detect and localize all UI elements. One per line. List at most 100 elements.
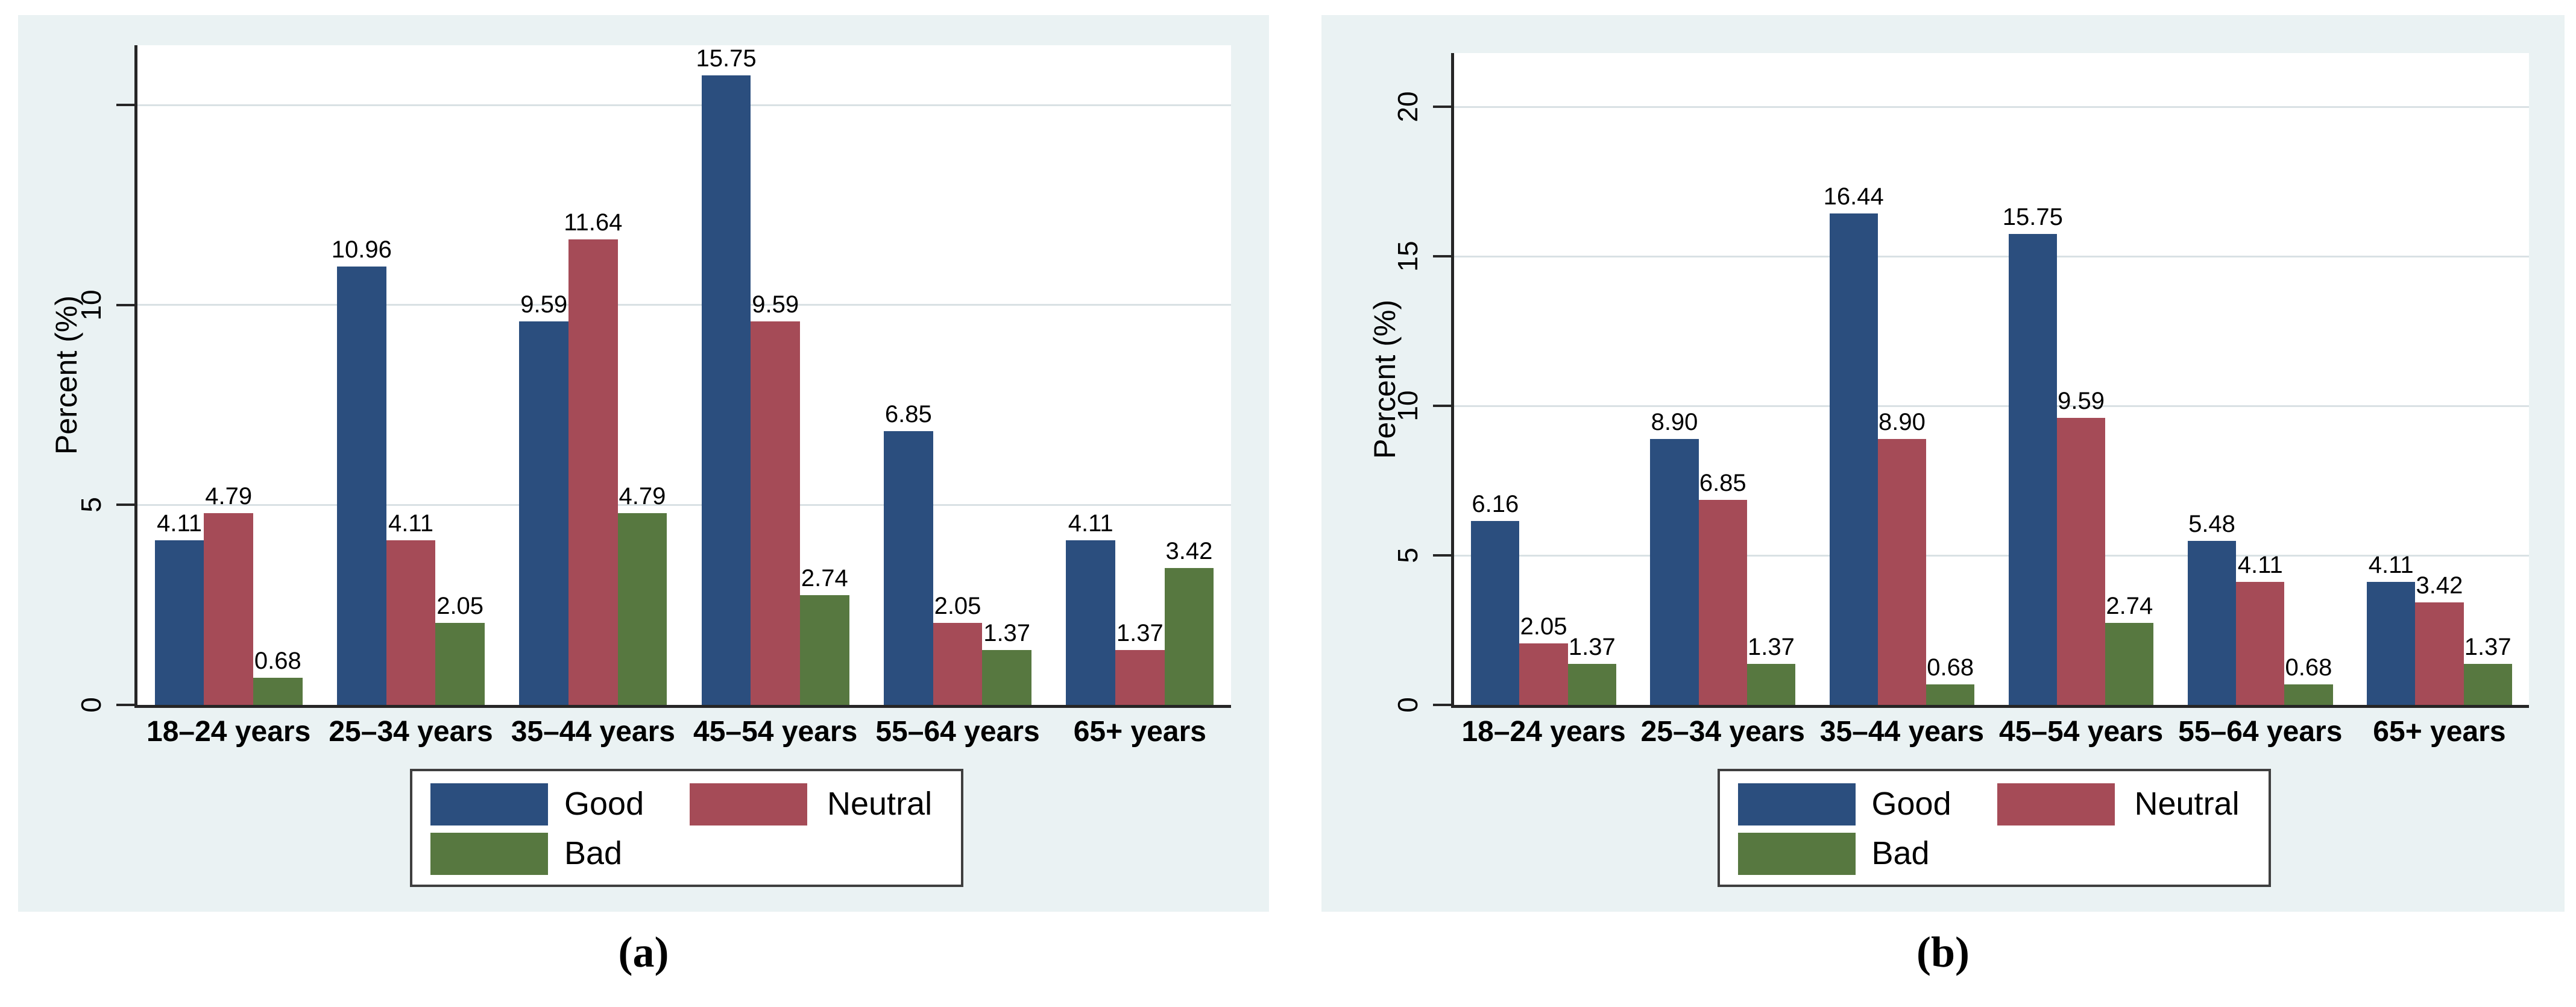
bar-value-label: 3.42 [1165, 538, 1213, 565]
good-bar [1829, 213, 1878, 705]
x-axis-label: 65+ years [2373, 716, 2506, 748]
y-tick-5 [116, 503, 134, 507]
neutral-bar [1519, 643, 1568, 705]
neutral-bar [933, 623, 983, 705]
gridline-10 [137, 304, 1231, 306]
bar-value-label: 2.74 [2106, 593, 2153, 620]
neutral-bar [751, 321, 800, 705]
bar-value-label: 6.85 [884, 400, 932, 428]
y-tick-5 [1433, 554, 1451, 557]
bar-value-label: 0.68 [254, 647, 301, 674]
bar-value-label: 4.11 [388, 510, 433, 537]
bad-bar [2284, 684, 2333, 705]
legend-label-bad: Bad [1871, 835, 1930, 871]
y-tick-label-0: 0 [1392, 697, 1423, 713]
graph-region-a: 0 5 10 Percent (%) 4.11 4.79 0.68 18–24 years 10… [18, 15, 1269, 912]
bar-value-label: 2.05 [1520, 613, 1567, 640]
bar-value-label: 4.11 [2368, 552, 2414, 579]
bar-value-label: 9.59 [520, 291, 568, 318]
bad-bar [1926, 684, 1975, 705]
good-bar [337, 267, 386, 705]
bar-value-label: 8.90 [1651, 408, 1698, 435]
neutral-bar [2056, 418, 2106, 705]
bar-value-label: 9.59 [752, 291, 799, 318]
gridline-10 [1454, 405, 2529, 407]
caption-b: (b) [1916, 928, 1970, 976]
y-axis-title: Percent (%) [1368, 299, 1402, 459]
y-tick-label-15: 15 [1392, 241, 1423, 272]
good-bar [2008, 234, 2057, 705]
bar-value-label: 10.96 [331, 236, 392, 264]
y-tick-20 [1433, 106, 1451, 109]
x-axis-label: 45–54 years [1998, 716, 2164, 748]
good-bar [519, 321, 568, 705]
x-axis-label: 18–24 years [1461, 716, 1626, 748]
bar-value-label: 1.37 [1116, 620, 1164, 647]
bar-value-label: 1.37 [983, 620, 1031, 647]
good-bar [1471, 520, 1520, 705]
caption-a: (a) [618, 928, 669, 976]
x-axis-label: 35–44 years [1819, 716, 1985, 748]
bad-bar [253, 677, 303, 705]
bad-bar [1164, 568, 1214, 705]
gridline-15 [137, 104, 1231, 106]
legend-label-bad: Bad [564, 835, 623, 871]
legend-label-good: Good [1871, 786, 1951, 822]
x-axis-label: 65+ years [1073, 716, 1206, 748]
good-bar [701, 75, 751, 705]
legend-swatch-good [430, 783, 548, 825]
gridline-15 [1454, 255, 2529, 257]
x-axis-label: 55–64 years [2178, 716, 2343, 748]
neutral-bar [1877, 438, 1927, 705]
bad-bar [435, 623, 485, 705]
legend-label-neutral: Neutral [827, 786, 933, 822]
x-axis-label: 25–34 years [1640, 716, 1805, 748]
bar-value-label: 4.11 [2237, 552, 2283, 579]
y-axis-line [1451, 53, 1454, 708]
y-tick-10 [116, 303, 134, 306]
bar-value-label: 0.68 [2285, 654, 2332, 681]
good-bar [1066, 540, 1115, 705]
legend: Good Neutral Bad [410, 769, 963, 887]
good-bar [154, 540, 204, 705]
bar-value-label: 15.75 [2002, 204, 2063, 230]
neutral-bar [2236, 582, 2285, 705]
y-tick-label-20: 20 [1392, 91, 1423, 122]
gridline-5 [1454, 554, 2529, 557]
legend-label-good: Good [564, 786, 644, 822]
bar-value-label: 1.37 [1568, 634, 1616, 661]
bar-value-label: 6.16 [1472, 490, 1519, 517]
bar-value-label: 2.05 [436, 593, 484, 620]
bar-value-label: 1.37 [2464, 634, 2511, 661]
bad-bar [617, 513, 667, 705]
bar-value-label: 2.05 [934, 593, 981, 620]
neutral-bar [2415, 602, 2464, 705]
bad-bar [982, 650, 1031, 705]
bar-value-label: 4.79 [205, 483, 253, 510]
legend-swatch-bad [430, 833, 548, 875]
legend: Good Neutral Bad [1717, 769, 2271, 887]
neutral-bar [386, 540, 436, 705]
bar-value-label: 1.37 [1748, 634, 1795, 661]
legend-label-neutral: Neutral [2134, 786, 2240, 822]
x-axis-label: 35–44 years [511, 716, 675, 748]
y-tick-15 [116, 104, 134, 107]
bar-value-label: 5.48 [2188, 511, 2235, 538]
y-tick-label-0: 0 [75, 697, 107, 713]
y-tick-label-5: 5 [75, 497, 107, 513]
y-tick-10 [1433, 405, 1451, 408]
legend-swatch-bad [1737, 833, 1856, 875]
y-tick-0 [116, 704, 134, 706]
y-tick-15 [1433, 255, 1451, 258]
bar-value-label: 11.64 [564, 209, 623, 236]
x-axis-label: 25–34 years [329, 716, 493, 748]
bar-value-label: 4.11 [157, 510, 202, 537]
gridline-5 [137, 503, 1231, 506]
bar-value-label: 2.74 [801, 565, 848, 592]
good-bar [884, 431, 933, 705]
legend-swatch-good [1737, 783, 1856, 825]
neutral-bar [1115, 650, 1165, 705]
x-axis-label: 45–54 years [693, 716, 858, 748]
good-bar [2187, 541, 2237, 705]
